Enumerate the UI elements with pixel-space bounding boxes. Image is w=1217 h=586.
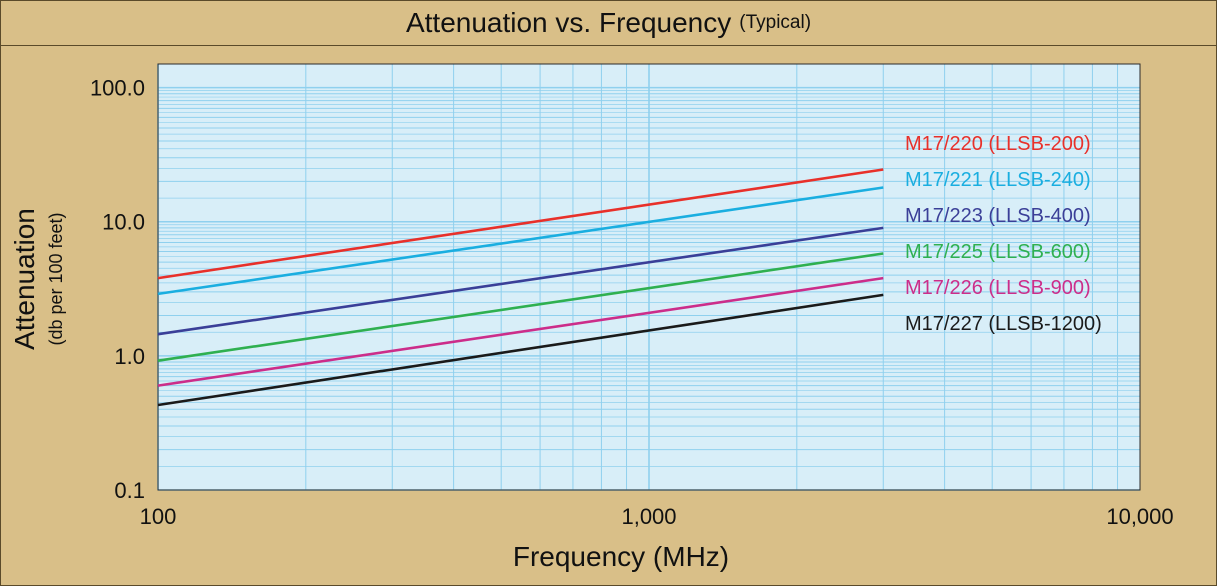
legend-label: M17/225 (LLSB-600) xyxy=(905,241,1091,263)
series-line xyxy=(157,276,884,387)
y-tick-label: 1.0 xyxy=(114,344,145,369)
legend-label: M17/220 (LLSB-200) xyxy=(905,133,1091,155)
chart-title: Attenuation vs. Frequency xyxy=(405,7,732,38)
series-line xyxy=(157,186,884,296)
x-tick-label: 100 xyxy=(140,504,177,529)
x-tick-label: 10,000 xyxy=(1106,504,1173,529)
series-line xyxy=(157,168,884,280)
legend-label: M17/226 (LLSB-900) xyxy=(905,277,1091,299)
y-tick-label: 10.0 xyxy=(102,210,145,235)
y-tick-label: 100.0 xyxy=(90,76,145,101)
y-axis-subtitle: (db per 100 feet) xyxy=(46,212,66,345)
chart-title-bar: Attenuation vs. Frequency (Typical) xyxy=(1,1,1216,46)
chart-subtitle: (Typical) xyxy=(739,12,812,33)
series-line xyxy=(157,226,884,336)
legend-label: M17/221 (LLSB-240) xyxy=(905,169,1091,191)
series-line xyxy=(157,293,884,407)
y-tick-label: 0.1 xyxy=(114,478,145,503)
series-line xyxy=(157,252,884,362)
x-axis-title: Frequency (MHz) xyxy=(513,541,729,572)
legend-label: M17/223 (LLSB-400) xyxy=(905,205,1091,227)
y-axis-title: Attenuation xyxy=(9,208,40,350)
x-tick-label: 1,000 xyxy=(621,504,676,529)
legend-label: M17/227 (LLSB-1200) xyxy=(905,313,1102,335)
